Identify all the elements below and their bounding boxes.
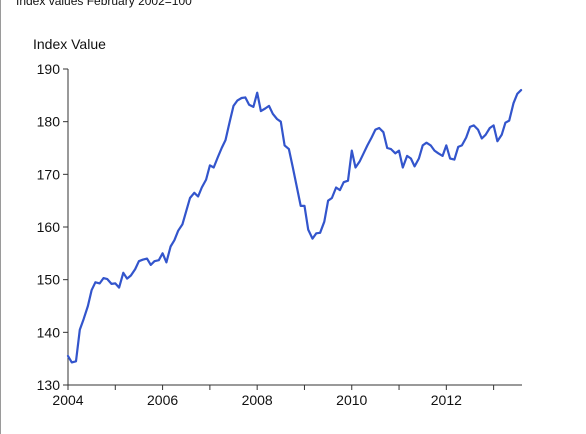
y-tick-label: 160 bbox=[37, 219, 61, 235]
x-tick-label: 2012 bbox=[431, 392, 462, 408]
x-tick-label: 2010 bbox=[336, 392, 367, 408]
x-tick-label: 2008 bbox=[242, 392, 273, 408]
x-tick-label: 2006 bbox=[147, 392, 178, 408]
y-tick-label: 140 bbox=[37, 324, 61, 340]
y-tick-label: 180 bbox=[37, 114, 61, 130]
frame-border bbox=[0, 0, 1, 434]
series-line bbox=[66, 89, 523, 364]
y-tick-label: 170 bbox=[37, 166, 61, 182]
y-tick-label: 190 bbox=[37, 61, 61, 77]
x-tick-label: 2004 bbox=[52, 392, 83, 408]
y-tick-label: 130 bbox=[37, 377, 61, 393]
y-tick-label: 150 bbox=[37, 272, 61, 288]
y-axis-label: Index Value bbox=[33, 36, 106, 52]
chart-subtitle: Index values February 2002=100 bbox=[16, 0, 192, 8]
